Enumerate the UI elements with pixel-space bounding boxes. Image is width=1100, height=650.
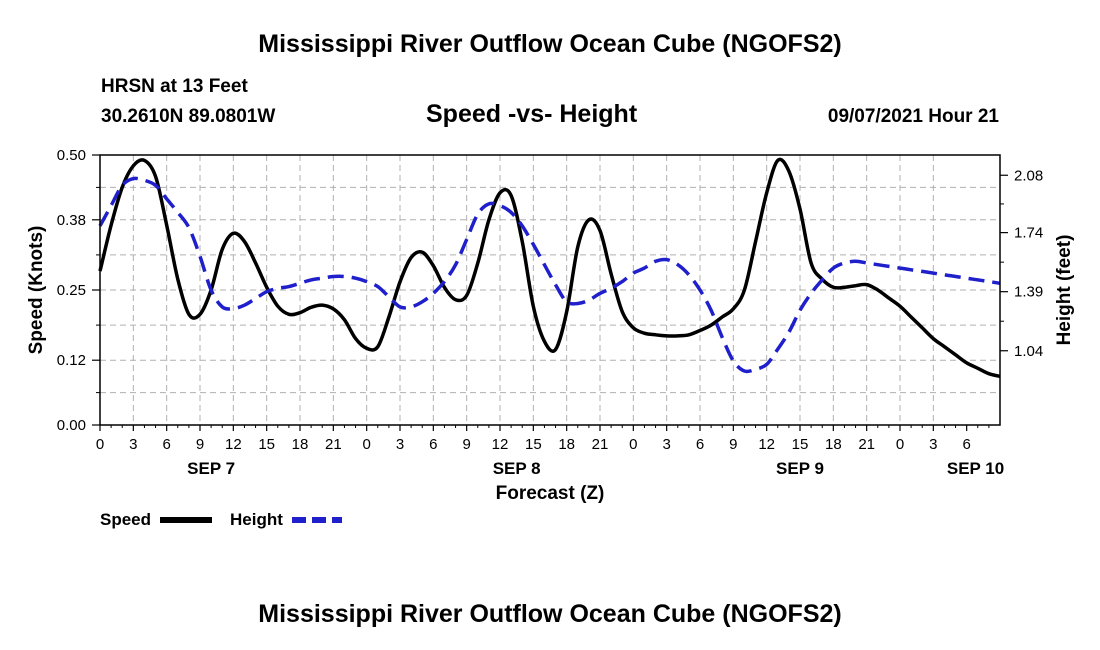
axis-labels: 0 3 6 9 12 15 18 21 0 3 6 9 12 15 18 21 0 3 6 9 12 15 18 21 0 3 6S… — [26, 147, 1075, 504]
x-tick-label: 18 — [558, 436, 575, 453]
y-right-tick-label: 1.39 — [1014, 284, 1043, 301]
y-right-axis-title: Height (feet) — [1054, 235, 1075, 346]
x-tick-label: 21 — [858, 436, 875, 453]
y-left-tick-label: 0.50 — [57, 147, 86, 164]
chart-subtitle: Speed -vs- Height — [426, 100, 638, 128]
x-tick-label: 12 — [758, 436, 775, 453]
x-tick-label: 18 — [292, 436, 309, 453]
x-tick-label: 21 — [592, 436, 609, 453]
grid-lines — [100, 155, 1000, 425]
x-tick-label: 15 — [258, 436, 275, 453]
day-label: SEP 9 — [776, 459, 824, 478]
series-line-speed — [98, 157, 1001, 379]
x-tick-label: 0 — [629, 436, 637, 453]
series-lines — [98, 157, 1001, 379]
legend-height-label: Height — [230, 510, 283, 529]
station-label: HRSN at 13 Feet — [101, 76, 248, 97]
chart-title-bottom: Mississippi River Outflow Ocean Cube (NG… — [258, 600, 842, 628]
y-right-tick-label: 1.04 — [1014, 343, 1043, 360]
axes — [92, 154, 1008, 431]
x-tick-label: 3 — [129, 436, 137, 453]
x-tick-label: 3 — [396, 436, 404, 453]
x-tick-label: 21 — [325, 436, 342, 453]
forecast-datetime: 09/07/2021 Hour 21 — [827, 106, 999, 127]
x-tick-label: 6 — [429, 436, 437, 453]
x-tick-label: 9 — [729, 436, 737, 453]
day-label: SEP 7 — [187, 459, 235, 478]
x-tick-label: 0 — [96, 436, 104, 453]
y-left-tick-label: 0.25 — [57, 282, 86, 299]
y-left-tick-label: 0.12 — [57, 352, 86, 369]
x-tick-label: 3 — [662, 436, 670, 453]
day-label: SEP 10 — [947, 459, 1004, 478]
x-tick-label: 9 — [196, 436, 204, 453]
x-tick-label: 12 — [225, 436, 242, 453]
x-tick-label: 6 — [696, 436, 704, 453]
chart-title-top: Mississippi River Outflow Ocean Cube (NG… — [258, 30, 842, 58]
y-right-tick-label: 1.74 — [1014, 225, 1043, 242]
y-right-tick-label: 2.08 — [1014, 167, 1043, 184]
day-label: SEP 8 — [493, 459, 541, 478]
x-tick-label: 6 — [962, 436, 970, 453]
x-tick-label: 15 — [525, 436, 542, 453]
x-tick-label: 18 — [825, 436, 842, 453]
x-tick-label: 6 — [162, 436, 170, 453]
legend-speed-label: Speed — [100, 510, 151, 529]
x-tick-label: 12 — [492, 436, 509, 453]
y-left-tick-label: 0.00 — [57, 417, 86, 434]
series-line-height — [98, 176, 1001, 374]
station-coordinates: 30.2610N 89.0801W — [101, 106, 276, 127]
y-left-axis-title: Speed (Knots) — [26, 226, 47, 355]
x-tick-label: 9 — [462, 436, 470, 453]
x-tick-label: 3 — [929, 436, 937, 453]
x-tick-label: 0 — [362, 436, 370, 453]
legend: Speed Height — [100, 510, 342, 529]
x-tick-label: 0 — [896, 436, 904, 453]
x-tick-label: 15 — [792, 436, 809, 453]
x-axis-title: Forecast (Z) — [496, 483, 605, 504]
y-left-tick-label: 0.38 — [57, 212, 86, 229]
